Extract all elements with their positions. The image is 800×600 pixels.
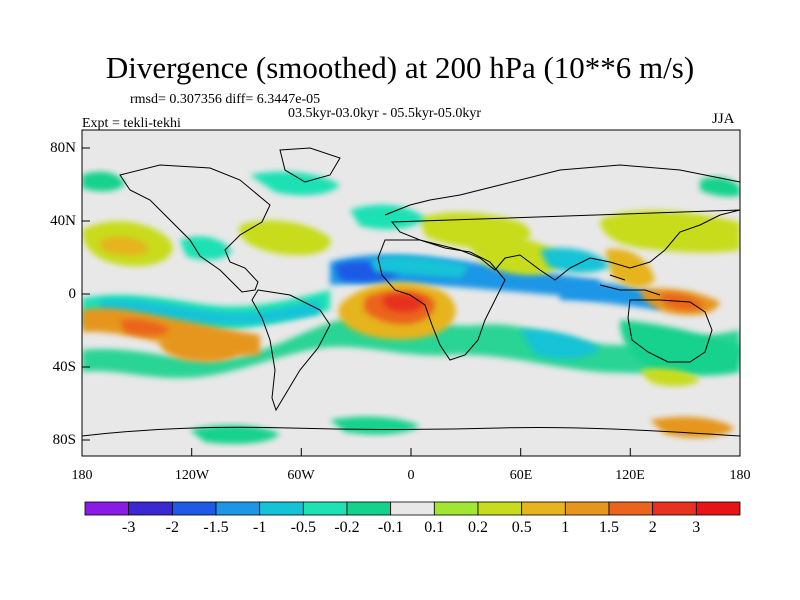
colorbar-swatch: [652, 501, 697, 516]
lat-label-0: 0: [68, 286, 77, 302]
eurasia-outline: [384, 164, 740, 281]
colorbar-swatch: [433, 501, 479, 516]
africa-outline: [377, 239, 506, 361]
colorbar-swatch: [346, 501, 392, 516]
colorbar-swatch: [259, 501, 304, 516]
lon-label-180e: 180: [729, 468, 751, 483]
colorbar-label: 1: [561, 519, 570, 536]
antarctica-outline: [82, 426, 740, 437]
season-label: JJA: [712, 111, 735, 127]
greenland-outline: [279, 147, 341, 183]
lat-label-80n: 80N: [50, 140, 76, 156]
colorbar-swatch: [128, 501, 173, 516]
colorbar-label: -0.1: [378, 519, 404, 536]
experiment-line: Expt = tekli-tekhi: [82, 116, 181, 131]
period-line: 03.5kyr-03.0kyr - 05.5kyr-05.0kyr: [288, 106, 482, 121]
colorbar-label: 2: [648, 519, 657, 536]
colorbar-swatch: [84, 501, 130, 516]
lon-label-60e: 60E: [509, 468, 533, 483]
colorbar-swatch: [564, 501, 610, 516]
colorbar-label: -0.2: [334, 519, 360, 536]
colorbar-label: -1.5: [203, 519, 229, 536]
colorbar-label: 1.5: [599, 519, 619, 536]
lon-label-60w: 60W: [287, 468, 315, 483]
north-america-outline: [119, 164, 271, 293]
lat-label-40s: 40S: [52, 359, 76, 375]
colorbar-label: 0.2: [468, 519, 488, 536]
lon-label-120e: 120E: [615, 468, 645, 483]
colorbar-label: 0.1: [424, 519, 445, 536]
colorbar-swatch: [171, 501, 217, 516]
colorbar-label: 0.5: [511, 519, 532, 536]
lon-label-180w: 180: [71, 468, 93, 483]
colorbar-swatch: [215, 501, 261, 516]
colorbar-swatch: [477, 501, 523, 516]
plot-title: Divergence (smoothed) at 200 hPa (10**6 …: [105, 50, 695, 85]
colorbar-label: -1: [253, 519, 267, 536]
colorbar-swatch: [390, 501, 435, 516]
lat-label-40n: 40N: [50, 213, 76, 229]
colorbar-swatch: [608, 501, 654, 516]
axis-ticks: [81, 147, 741, 456]
divergence-field: [82, 171, 740, 444]
australia-outline: [627, 299, 713, 363]
lon-label-120w: 120W: [174, 468, 210, 483]
colorbar-label: 3: [692, 519, 701, 536]
lon-label-0: 0: [407, 468, 415, 483]
lat-label-80s: 80S: [52, 432, 76, 448]
colorbar-label: -2: [165, 519, 179, 536]
coastlines: [82, 147, 740, 437]
colorbar-swatch: [521, 501, 566, 516]
colorbar-label: -3: [122, 519, 136, 536]
south-america-outline: [251, 289, 331, 412]
map-panel: [81, 129, 741, 457]
colorbar-swatch: [695, 501, 741, 516]
colorbar: [84, 501, 741, 516]
maritime-continent-outline: [599, 274, 661, 296]
stats-line: rmsd= 0.307356 diff= 6.3447e-05: [130, 92, 321, 107]
colorbar-swatch: [302, 501, 348, 516]
colorbar-label: -0.5: [290, 519, 316, 536]
